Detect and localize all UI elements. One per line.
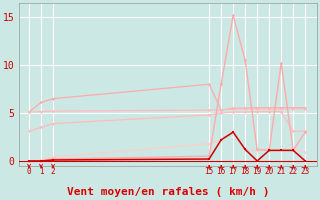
X-axis label: Vent moyen/en rafales ( km/h ): Vent moyen/en rafales ( km/h ) (67, 187, 269, 197)
